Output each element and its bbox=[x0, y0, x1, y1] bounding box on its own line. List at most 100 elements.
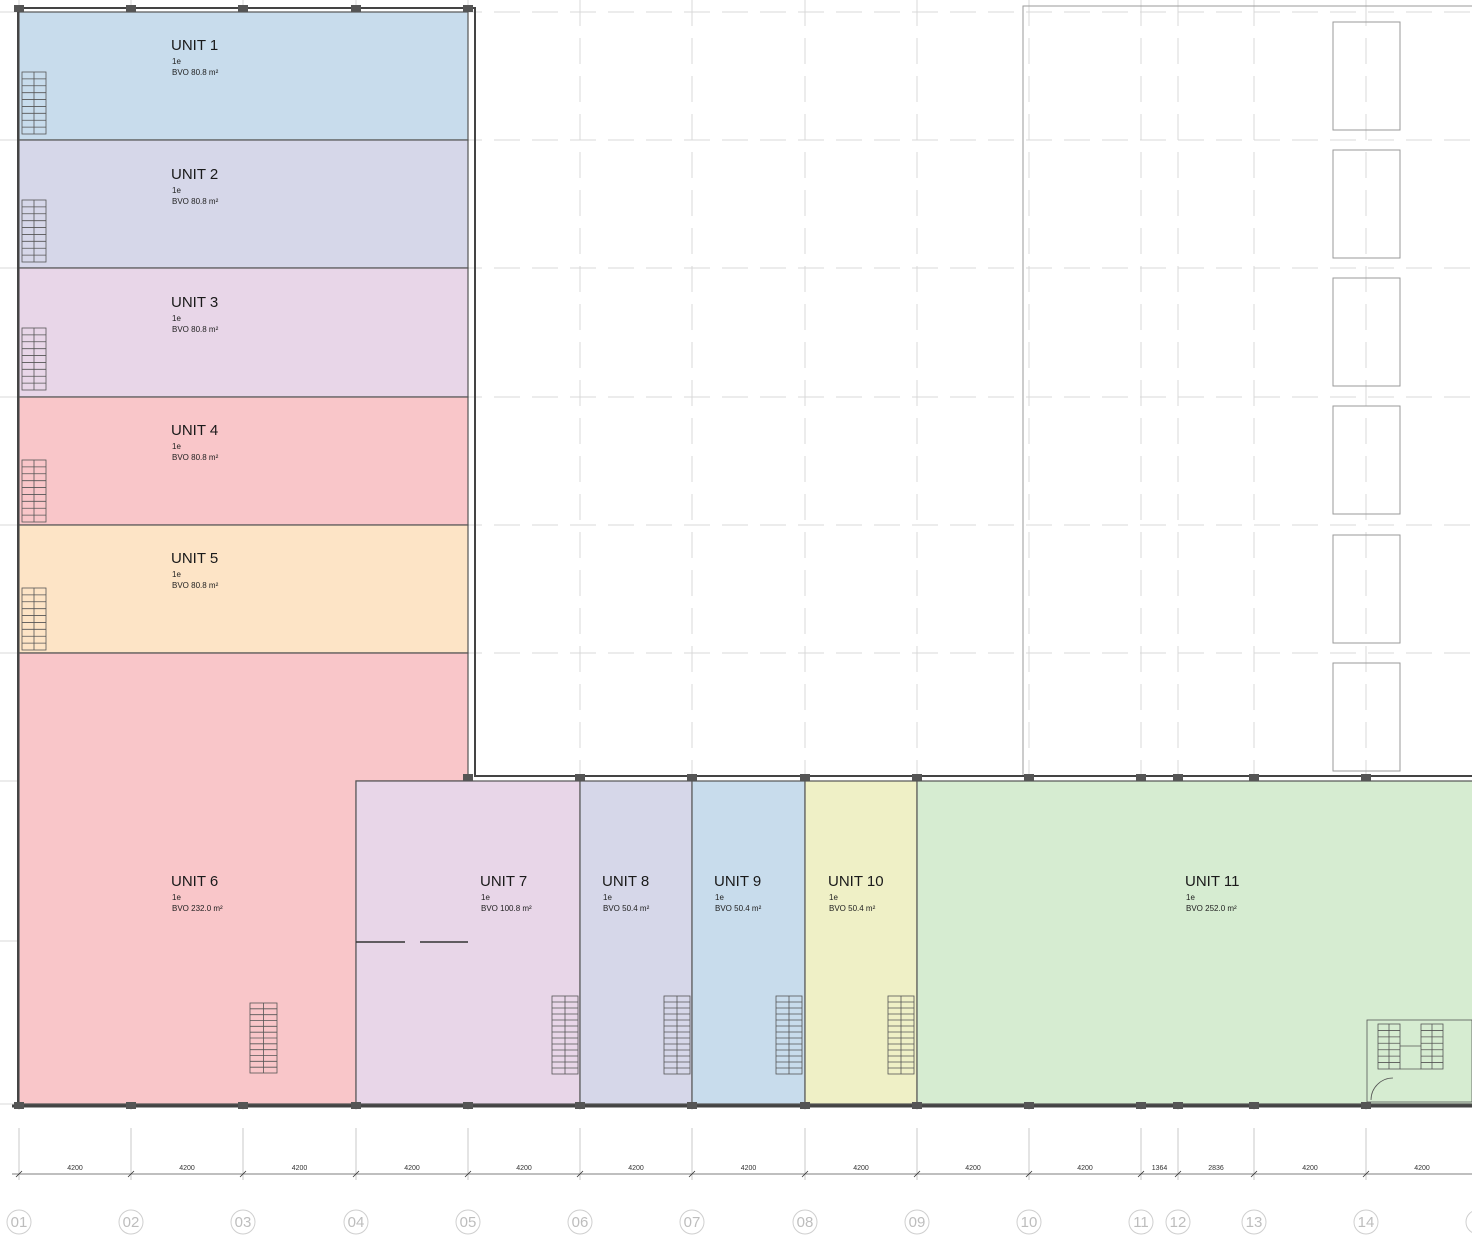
unit-10-area bbox=[804, 780, 918, 1105]
unit-7-area: BVO 100.8 m² bbox=[481, 904, 532, 913]
axis-circle bbox=[904, 1209, 930, 1235]
unit-8-title: UNIT 8 bbox=[602, 873, 649, 890]
column-marker bbox=[575, 1102, 585, 1109]
unit-9-floor: 1e bbox=[715, 893, 724, 902]
axis-label: 02 bbox=[123, 1214, 140, 1231]
stair-landing bbox=[1400, 1045, 1421, 1070]
unit-6-floor: 1e bbox=[172, 893, 181, 902]
axis-label: 13 bbox=[1246, 1214, 1263, 1231]
unit-2-area: BVO 80.8 m² bbox=[172, 197, 219, 206]
walls-layer bbox=[12, 5, 1472, 1109]
dimension-value: 4200 bbox=[628, 1165, 644, 1172]
unit-7-floor: 1e bbox=[481, 893, 490, 902]
column-marker bbox=[1136, 774, 1146, 781]
window-rect bbox=[1332, 534, 1401, 644]
column-marker bbox=[1361, 774, 1371, 781]
axis-label: 01 bbox=[11, 1214, 28, 1231]
unit-10-area: BVO 50.4 m² bbox=[829, 904, 876, 913]
window-rect bbox=[1332, 21, 1401, 131]
unit-11-floor: 1e bbox=[1186, 893, 1195, 902]
column-marker bbox=[575, 774, 585, 781]
unit-3-area: BVO 80.8 m² bbox=[172, 325, 219, 334]
unit-8-floor: 1e bbox=[603, 893, 612, 902]
column-marker bbox=[912, 1102, 922, 1109]
axis-circle bbox=[1128, 1209, 1154, 1235]
unit-11-area bbox=[916, 780, 1472, 1105]
column-marker bbox=[1361, 1102, 1371, 1109]
unit-1-area bbox=[18, 11, 469, 141]
unit-2-floor: 1e bbox=[172, 186, 181, 195]
unit-3-area bbox=[18, 267, 469, 398]
door-swing bbox=[1370, 1077, 1394, 1101]
column-marker bbox=[1249, 1102, 1259, 1109]
labels-layer: UNIT 1 1e BVO 80.8 m² UNIT 2 1e BVO 80.8 m² UN… bbox=[171, 37, 1239, 913]
dimension-value: 4200 bbox=[516, 1165, 532, 1172]
unit-6-area: BVO 232.0 m² bbox=[172, 904, 223, 913]
axis-label: 11 bbox=[1133, 1214, 1149, 1231]
axis-label: 07 bbox=[684, 1214, 701, 1231]
column-marker bbox=[126, 1102, 136, 1109]
dimension-tick bbox=[464, 1170, 472, 1178]
dimension-tick bbox=[688, 1170, 696, 1178]
axis-circle bbox=[1353, 1209, 1379, 1235]
dimension-tick bbox=[1025, 1170, 1033, 1178]
unit-3-floor: 1e bbox=[172, 314, 181, 323]
axis-circle bbox=[567, 1209, 593, 1235]
unit-7-title: UNIT 7 bbox=[480, 873, 527, 890]
window-rect bbox=[1332, 277, 1401, 387]
unit-1-title: UNIT 1 bbox=[171, 37, 218, 54]
unit-5-title: UNIT 5 bbox=[171, 550, 218, 567]
window-rect bbox=[1332, 149, 1401, 259]
axis-label: 06 bbox=[572, 1214, 589, 1231]
column-marker bbox=[687, 774, 697, 781]
axis-markers: 01 02 03 04 05 06 07 08 09 10 11 12 13 14 bbox=[6, 1209, 1472, 1235]
axis-label: 10 bbox=[1021, 1214, 1038, 1231]
unit-11-area: BVO 252.0 m² bbox=[1186, 904, 1237, 913]
dimension-value: 4200 bbox=[67, 1165, 83, 1172]
column-marker bbox=[1136, 1102, 1146, 1109]
dimension-value: 4200 bbox=[404, 1165, 420, 1172]
dimension-tick bbox=[913, 1170, 921, 1178]
dimension-tick bbox=[15, 1170, 23, 1178]
column-marker bbox=[463, 5, 473, 12]
unit-5-area: BVO 80.8 m² bbox=[172, 581, 219, 590]
axis-circle bbox=[1241, 1209, 1267, 1235]
axis-label: 09 bbox=[909, 1214, 926, 1231]
dimension-value: 2836 bbox=[1208, 1165, 1224, 1172]
column-marker bbox=[14, 1102, 24, 1109]
dimension-value: 4200 bbox=[965, 1165, 981, 1172]
dimension-tick bbox=[127, 1170, 135, 1178]
dimension-tick bbox=[1174, 1170, 1182, 1178]
dimension-value: 4200 bbox=[1077, 1165, 1093, 1172]
axis-circle bbox=[1165, 1209, 1191, 1235]
dimension-value: 4200 bbox=[292, 1165, 308, 1172]
unit-11-title: UNIT 11 bbox=[1185, 873, 1239, 890]
dimension-tick bbox=[1137, 1170, 1145, 1178]
column-marker bbox=[687, 1102, 697, 1109]
dimension-line: 4200 4200 4200 4200 4200 4200 4200 4200 4200 4200… bbox=[12, 1128, 1472, 1180]
unit-4-area bbox=[18, 396, 469, 526]
axis-circle-partial bbox=[1465, 1211, 1472, 1233]
axis-label: 14 bbox=[1358, 1214, 1375, 1231]
unit-4-title: UNIT 4 bbox=[171, 422, 218, 439]
column-marker bbox=[463, 774, 473, 781]
axis-circle bbox=[118, 1209, 144, 1235]
axis-circle bbox=[455, 1209, 481, 1235]
axis-circle bbox=[679, 1209, 705, 1235]
dimension-tick bbox=[1362, 1170, 1370, 1178]
unit-1-area: BVO 80.8 m² bbox=[172, 68, 219, 77]
unit-10-title: UNIT 10 bbox=[828, 873, 884, 890]
column-marker bbox=[351, 1102, 361, 1109]
unit-8-area bbox=[579, 780, 693, 1105]
axis-label: 03 bbox=[235, 1214, 252, 1231]
unit-3-title: UNIT 3 bbox=[171, 294, 218, 311]
column-marker bbox=[238, 5, 248, 12]
unit-2-title: UNIT 2 bbox=[171, 166, 218, 183]
building-outline bbox=[1022, 5, 1472, 777]
unit-5-floor: 1e bbox=[172, 570, 181, 579]
unit-5-area bbox=[18, 524, 469, 654]
axis-circle bbox=[6, 1209, 32, 1235]
column-marker bbox=[126, 5, 136, 12]
column-marker bbox=[1249, 774, 1259, 781]
unit-8-area: BVO 50.4 m² bbox=[603, 904, 650, 913]
